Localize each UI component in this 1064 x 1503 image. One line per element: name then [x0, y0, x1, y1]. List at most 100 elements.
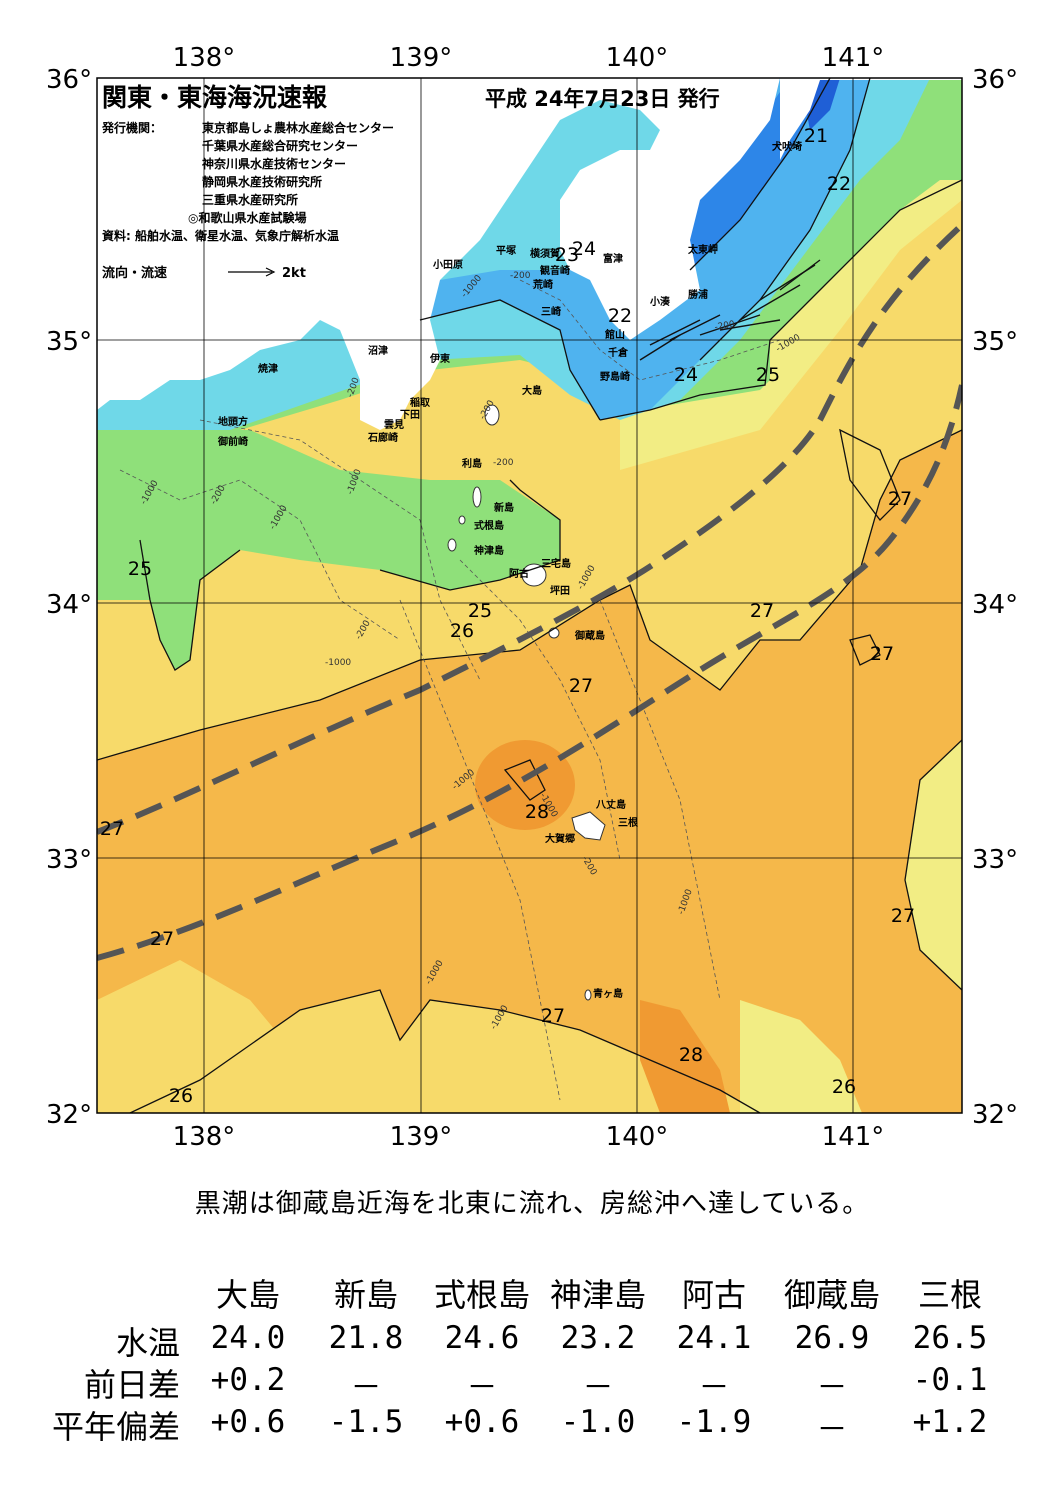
place-label: 雲見	[384, 419, 404, 431]
place-label: 式根島	[474, 519, 504, 532]
publisher: ◎和歌山県水産試験場	[188, 210, 306, 225]
station-header: 大島	[215, 1276, 280, 1314]
table-cell: 26.5	[912, 1320, 988, 1356]
table-cell: 23.2	[560, 1320, 636, 1356]
lat-label-36-right: 36°	[972, 65, 1018, 95]
lon-label-139-bottom: 139°	[390, 1122, 453, 1152]
latitude-labels: 36° 35° 34° 33° 32° 36° 35° 34° 33° 32°	[46, 65, 1018, 1130]
isotherm-label: 25	[468, 600, 492, 622]
place-label: 沼津	[368, 344, 388, 357]
table-cell: +1.2	[912, 1404, 988, 1440]
depth-label: -200	[510, 271, 531, 281]
publisher: 千葉県水産総合研究センター	[202, 138, 358, 153]
kuroshio-south-edge	[97, 384, 962, 961]
isotherm-label: 22	[827, 173, 851, 195]
island-miyakejima	[521, 563, 547, 587]
isotherm-lines	[97, 78, 962, 1113]
publisher: 東京都島しょ農林水産総合センター	[202, 120, 394, 135]
lon-label-139: 139°	[390, 43, 453, 73]
current-arrows	[639, 259, 821, 361]
zone-26-sw	[97, 960, 300, 1113]
isotherm-label: 28	[679, 1044, 703, 1066]
place-label: 青ヶ島	[593, 987, 623, 1000]
isotherm-label: 26	[169, 1085, 193, 1107]
place-label: 小田原	[432, 258, 463, 271]
longitude-labels: 138° 139° 140° 141° 138° 139° 140° 141°	[173, 43, 885, 1152]
zone-25-west	[97, 430, 560, 670]
depth-value-labels: -1000 -200 -200 -1000 -200 -200 -1000 -2…	[139, 271, 802, 1032]
lon-label-140: 140°	[606, 43, 669, 73]
place-label: 地頭方	[218, 415, 248, 428]
lat-label-32-right: 32°	[972, 1100, 1018, 1130]
map-title: 関東・東海海況速報	[102, 83, 328, 112]
isotherm-label: 28	[525, 801, 549, 823]
station-header: 阿古	[681, 1276, 746, 1314]
table-cell: －	[698, 1370, 730, 1406]
table-cell: 24.1	[676, 1320, 752, 1356]
place-label: 観音崎	[540, 264, 570, 277]
place-label: 阿古	[509, 567, 529, 580]
place-label: 富津	[603, 252, 623, 265]
place-label: 坪田	[550, 584, 570, 597]
lon-label-138-bottom: 138°	[173, 1122, 236, 1152]
station-header: 御蔵島	[783, 1276, 880, 1314]
table-cell: 21.8	[328, 1320, 404, 1356]
table-cell: －	[582, 1370, 614, 1406]
isotherm-label: 22	[608, 305, 632, 327]
summary-text: 黒潮は御蔵島近海を北東に流れ、房総沖へ達している。	[194, 1189, 870, 1219]
lat-label-36: 36°	[46, 65, 92, 95]
station-header: 式根島	[433, 1276, 530, 1314]
kuroshio-paths	[97, 222, 962, 961]
place-label: 稲取	[410, 396, 431, 409]
publisher: 三重県水産研究所	[202, 192, 298, 207]
place-label: 御蔵島	[574, 629, 605, 642]
arrow-head-icon	[265, 267, 276, 277]
sea-temperature-map: 138° 139° 140° 141° 138° 139° 140° 141° …	[46, 43, 1018, 1152]
island-niijima	[472, 486, 482, 508]
table-cell: -0.1	[912, 1362, 988, 1398]
graticule	[97, 78, 962, 1113]
isotherm-label: 27	[750, 600, 774, 622]
lat-label-35: 35°	[46, 327, 92, 357]
place-label: 平塚	[496, 244, 516, 257]
place-label: 三崎	[541, 305, 561, 318]
place-label: 新島	[494, 501, 514, 514]
station-header: 新島	[333, 1276, 398, 1314]
lon-label-141: 141°	[822, 43, 885, 73]
place-labels: 犬吠埼 太東岬 勝浦 小湊 富津 館山 千倉 野島崎 横須賀 観音崎 平塚 荒崎…	[217, 140, 802, 1000]
table-cell: －	[466, 1370, 498, 1406]
table-cell: －	[816, 1412, 848, 1448]
place-label: 犬吠埼	[772, 140, 802, 153]
table-cell: 24.0	[210, 1320, 286, 1356]
map-frame	[96, 77, 963, 1114]
place-label: 大島	[522, 384, 542, 397]
isotherm-label: 24	[572, 238, 596, 260]
island-kozushima	[447, 538, 457, 552]
zone-28-a	[475, 740, 575, 830]
lat-label-33: 33°	[46, 845, 92, 875]
isotherm-label: 27	[870, 643, 894, 665]
place-label: 千倉	[608, 346, 629, 359]
lat-label-34-right: 34°	[972, 590, 1018, 620]
lat-label-34: 34°	[46, 590, 92, 620]
lat-label-32: 32°	[46, 1100, 92, 1130]
station-header: 三根	[917, 1276, 982, 1314]
table-cell: +0.6	[210, 1404, 286, 1440]
isotherm-label: 23	[555, 244, 579, 266]
depth-contours	[119, 279, 781, 1101]
place-label: 焼津	[258, 362, 278, 375]
place-label: 八丈島	[595, 798, 626, 811]
place-label: 石廊崎	[367, 431, 398, 444]
island-hachijojima	[571, 811, 606, 841]
data-sources: 資料: 船舶水温、衛星水温、気象庁解析水温	[102, 228, 339, 243]
place-label: 三宅島	[541, 557, 571, 570]
land-honshu	[97, 78, 780, 430]
isotherm-label: 27	[888, 488, 912, 510]
place-label: 荒崎	[532, 278, 553, 291]
isotherm-value-labels: 21 22 23 24 22 24 25 27 25 25 26 27 27 2…	[100, 125, 915, 1107]
place-label: 御前崎	[217, 435, 248, 448]
table-cell: －	[816, 1370, 848, 1406]
place-label: 館山	[604, 328, 625, 341]
table-cell: 24.6	[444, 1320, 520, 1356]
lat-label-35-right: 35°	[972, 327, 1018, 357]
